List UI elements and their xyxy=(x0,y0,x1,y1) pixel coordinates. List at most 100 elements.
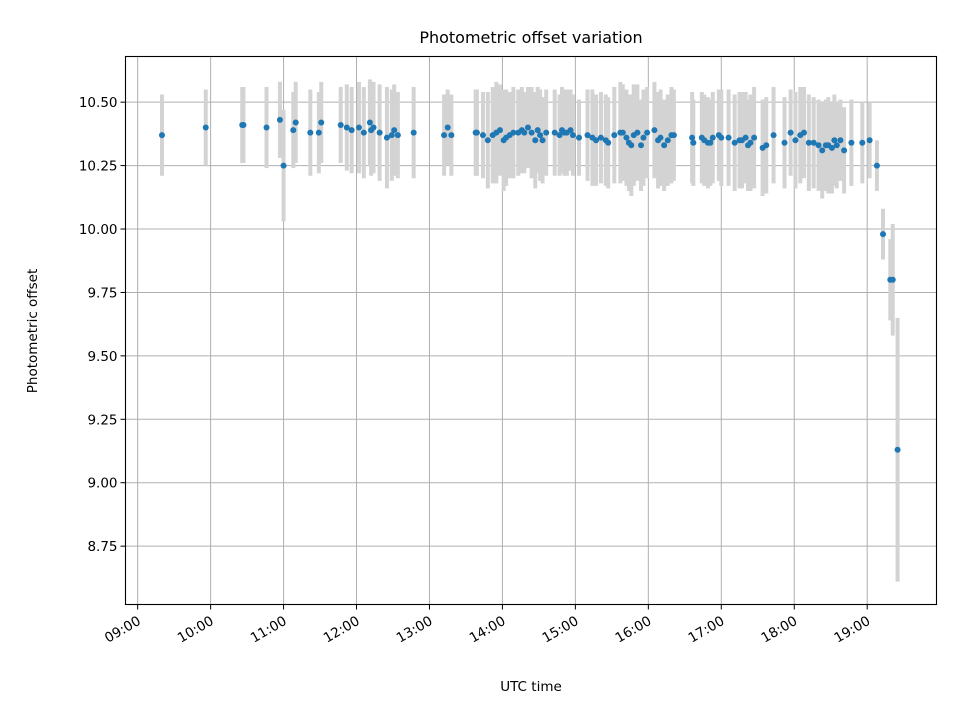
plot-frame xyxy=(124,55,938,606)
data-point xyxy=(388,132,395,139)
data-point xyxy=(551,129,558,136)
data-point xyxy=(360,129,367,136)
data-point xyxy=(763,142,770,149)
data-point xyxy=(444,124,451,131)
data-point xyxy=(202,124,209,131)
data-point xyxy=(873,162,880,169)
data-point xyxy=(657,134,664,141)
data-point xyxy=(709,134,716,141)
y-axis-ticks: 8.75 9.00 9.25 9.50 9.75 10.00 10.25 10.50 xyxy=(79,95,126,555)
data-point xyxy=(539,137,546,144)
data-point xyxy=(670,132,677,139)
data-point xyxy=(521,129,528,136)
data-point xyxy=(819,147,826,154)
data-point xyxy=(894,446,901,453)
data-point xyxy=(355,124,362,131)
data-point xyxy=(664,137,671,144)
point-layer xyxy=(158,116,901,453)
y-tick-label: 10.25 xyxy=(79,159,118,175)
data-point xyxy=(597,134,604,141)
data-point xyxy=(638,142,645,149)
data-point xyxy=(781,139,788,146)
data-point xyxy=(707,139,714,146)
data-point xyxy=(792,137,799,144)
data-point xyxy=(731,139,738,146)
data-point xyxy=(337,122,344,128)
y-axis-label: Photometric offset xyxy=(25,269,41,393)
data-point xyxy=(815,142,822,149)
data-point xyxy=(742,134,749,141)
y-tick-label: 9.00 xyxy=(87,476,117,492)
data-point xyxy=(689,134,696,141)
data-point xyxy=(828,144,835,151)
data-point xyxy=(280,162,287,169)
y-tick-label: 10.50 xyxy=(79,95,118,111)
data-point xyxy=(690,139,697,146)
data-point xyxy=(240,122,247,128)
data-point xyxy=(889,276,896,283)
data-point xyxy=(496,127,503,134)
data-point xyxy=(880,231,887,238)
data-point xyxy=(543,129,550,136)
data-point xyxy=(810,139,817,146)
data-point xyxy=(640,134,647,141)
data-point xyxy=(263,124,270,131)
data-point xyxy=(473,129,480,136)
data-point xyxy=(383,134,390,141)
data-point xyxy=(391,127,398,134)
data-point xyxy=(619,129,626,136)
y-tick-label: 8.75 xyxy=(87,539,117,555)
data-point xyxy=(534,127,541,134)
data-point xyxy=(528,129,535,136)
data-point xyxy=(866,137,873,144)
data-point xyxy=(833,142,840,149)
data-point xyxy=(510,129,517,136)
data-point xyxy=(524,124,531,131)
y-tick-label: 9.50 xyxy=(87,349,117,365)
data-point xyxy=(725,134,732,141)
data-point xyxy=(394,132,401,139)
chart-title: Photometric offset variation xyxy=(419,28,642,47)
data-point xyxy=(318,119,325,126)
data-point xyxy=(158,132,165,139)
data-point xyxy=(628,142,635,149)
data-point xyxy=(569,132,576,139)
y-tick-label: 9.25 xyxy=(87,412,117,428)
y-tick-label: 9.75 xyxy=(87,285,117,301)
data-point xyxy=(410,129,417,136)
data-point xyxy=(661,142,668,149)
data-point xyxy=(441,132,448,139)
data-point xyxy=(556,132,563,139)
data-point xyxy=(644,129,651,136)
data-point xyxy=(366,119,373,126)
data-point xyxy=(448,132,455,139)
x-axis-label: UTC time xyxy=(500,679,562,695)
data-point xyxy=(651,127,658,134)
data-point xyxy=(290,127,297,134)
data-point xyxy=(532,137,539,144)
data-point xyxy=(837,137,844,144)
data-point xyxy=(623,134,630,141)
data-point xyxy=(634,129,641,136)
y-tick-label: 10.00 xyxy=(79,222,118,238)
data-point xyxy=(859,139,866,146)
data-point xyxy=(343,124,350,131)
data-point xyxy=(747,139,754,146)
data-point xyxy=(479,132,486,139)
data-point xyxy=(611,132,618,139)
data-point xyxy=(348,127,355,134)
data-point xyxy=(576,134,583,141)
data-point xyxy=(718,134,725,141)
data-point xyxy=(841,147,848,154)
data-point xyxy=(787,129,794,136)
data-point xyxy=(276,116,283,123)
data-point xyxy=(831,137,838,144)
data-point xyxy=(292,119,299,126)
data-point xyxy=(605,139,612,146)
data-point xyxy=(800,129,807,136)
data-point xyxy=(484,137,491,144)
data-point xyxy=(751,134,758,141)
data-point xyxy=(584,132,591,139)
data-point xyxy=(805,139,812,146)
